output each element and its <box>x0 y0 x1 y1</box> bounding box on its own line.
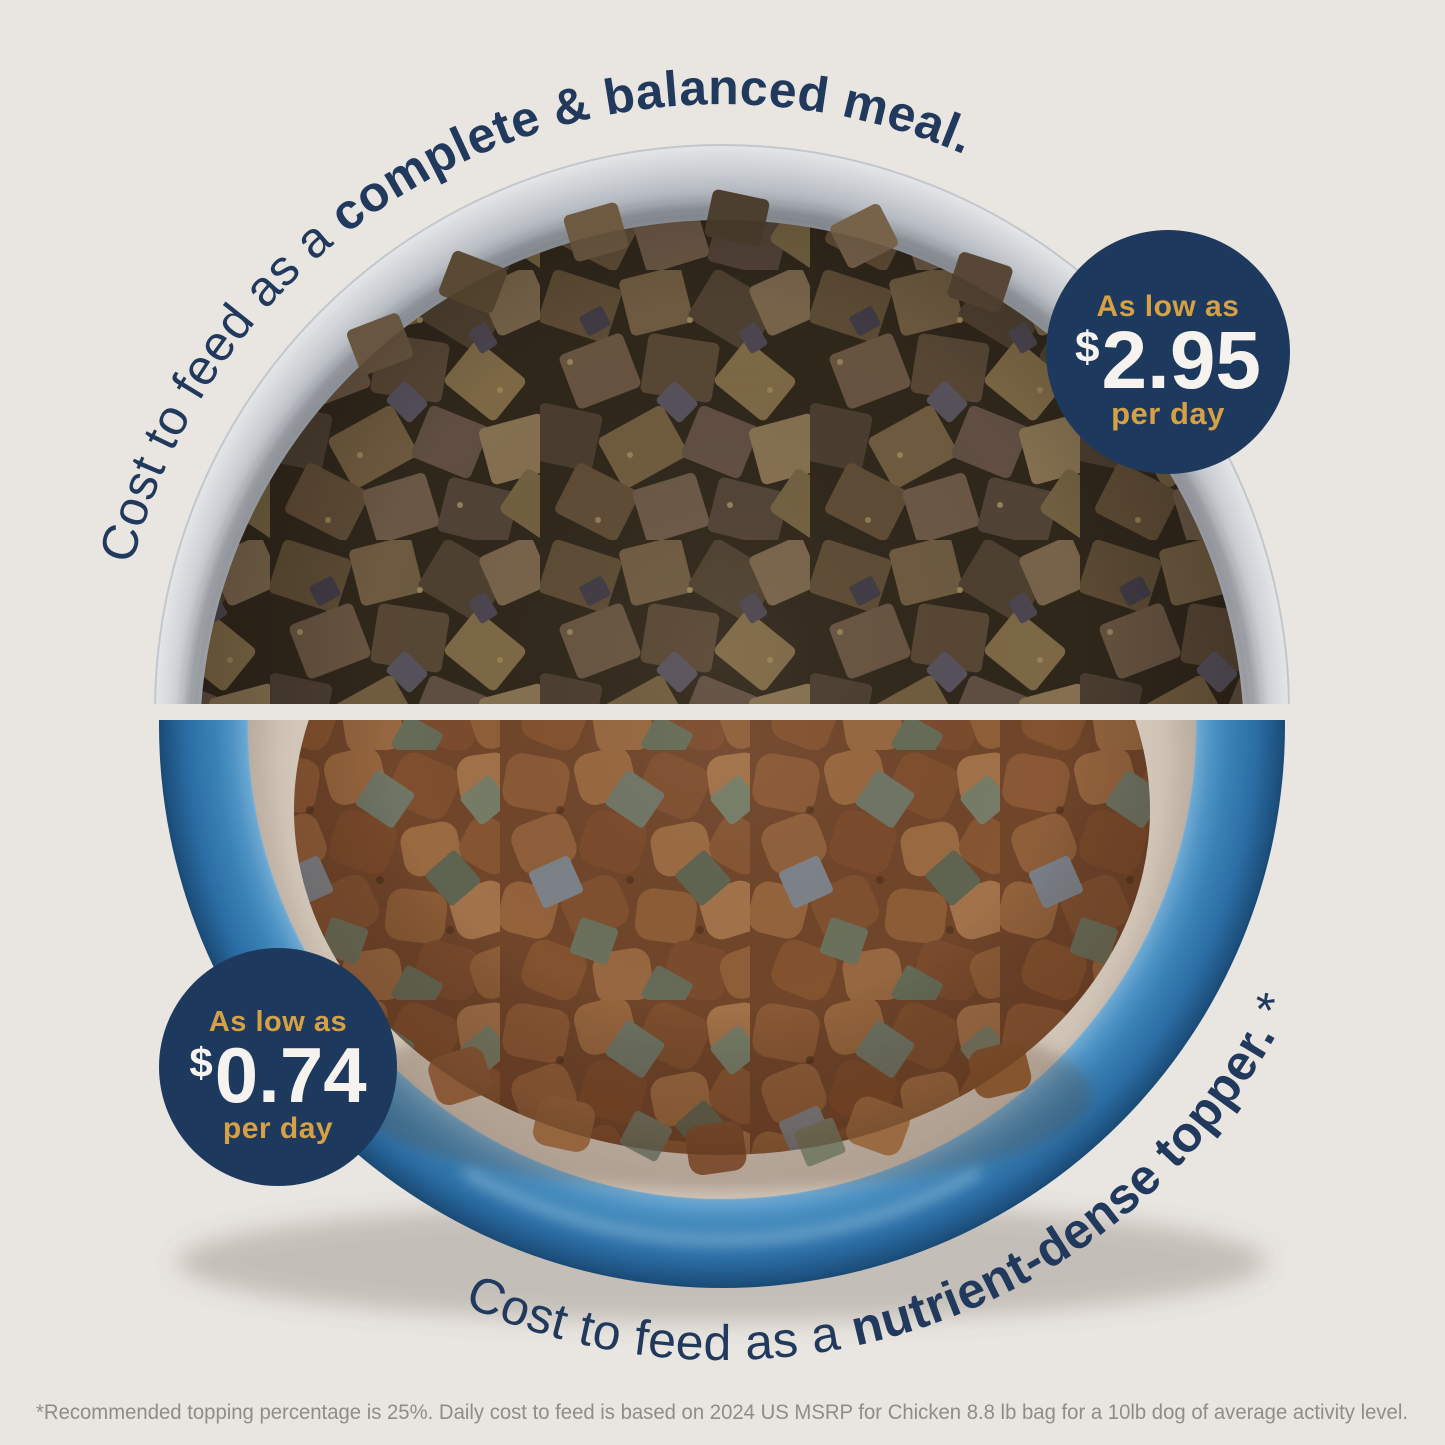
badge-topper-unit: per day <box>223 1112 333 1145</box>
meal-food-shading <box>201 220 1243 704</box>
kibble-pile-shading <box>294 720 1150 1155</box>
badge-meal-currency: $ <box>1075 323 1099 372</box>
badge-topper-currency: $ <box>189 1039 212 1086</box>
badge-topper-price: $0.74 <box>189 1031 366 1119</box>
topper-bowl-rim-highlight <box>462 1166 982 1245</box>
badge-meal-lead: As low as <box>1097 290 1240 323</box>
price-badge-meal: As low as $2.95 per day <box>1046 230 1290 474</box>
badge-topper-lead: As low as <box>209 1006 347 1038</box>
badge-circle <box>1046 230 1290 474</box>
footnote-text: *Recommended topping percentage is 25%. … <box>36 1401 1408 1424</box>
badge-circle <box>159 948 397 1186</box>
price-badge-topper: As low as $0.74 per day <box>159 948 397 1186</box>
badge-meal-unit: per day <box>1111 396 1225 431</box>
meal-bowl-photo <box>154 144 1290 704</box>
badge-topper-amount: 0.74 <box>215 1031 367 1119</box>
badge-meal-amount: 2.95 <box>1101 315 1261 406</box>
badge-meal-price: $2.95 <box>1075 315 1261 406</box>
topper-bowl-photo <box>159 720 1285 1322</box>
